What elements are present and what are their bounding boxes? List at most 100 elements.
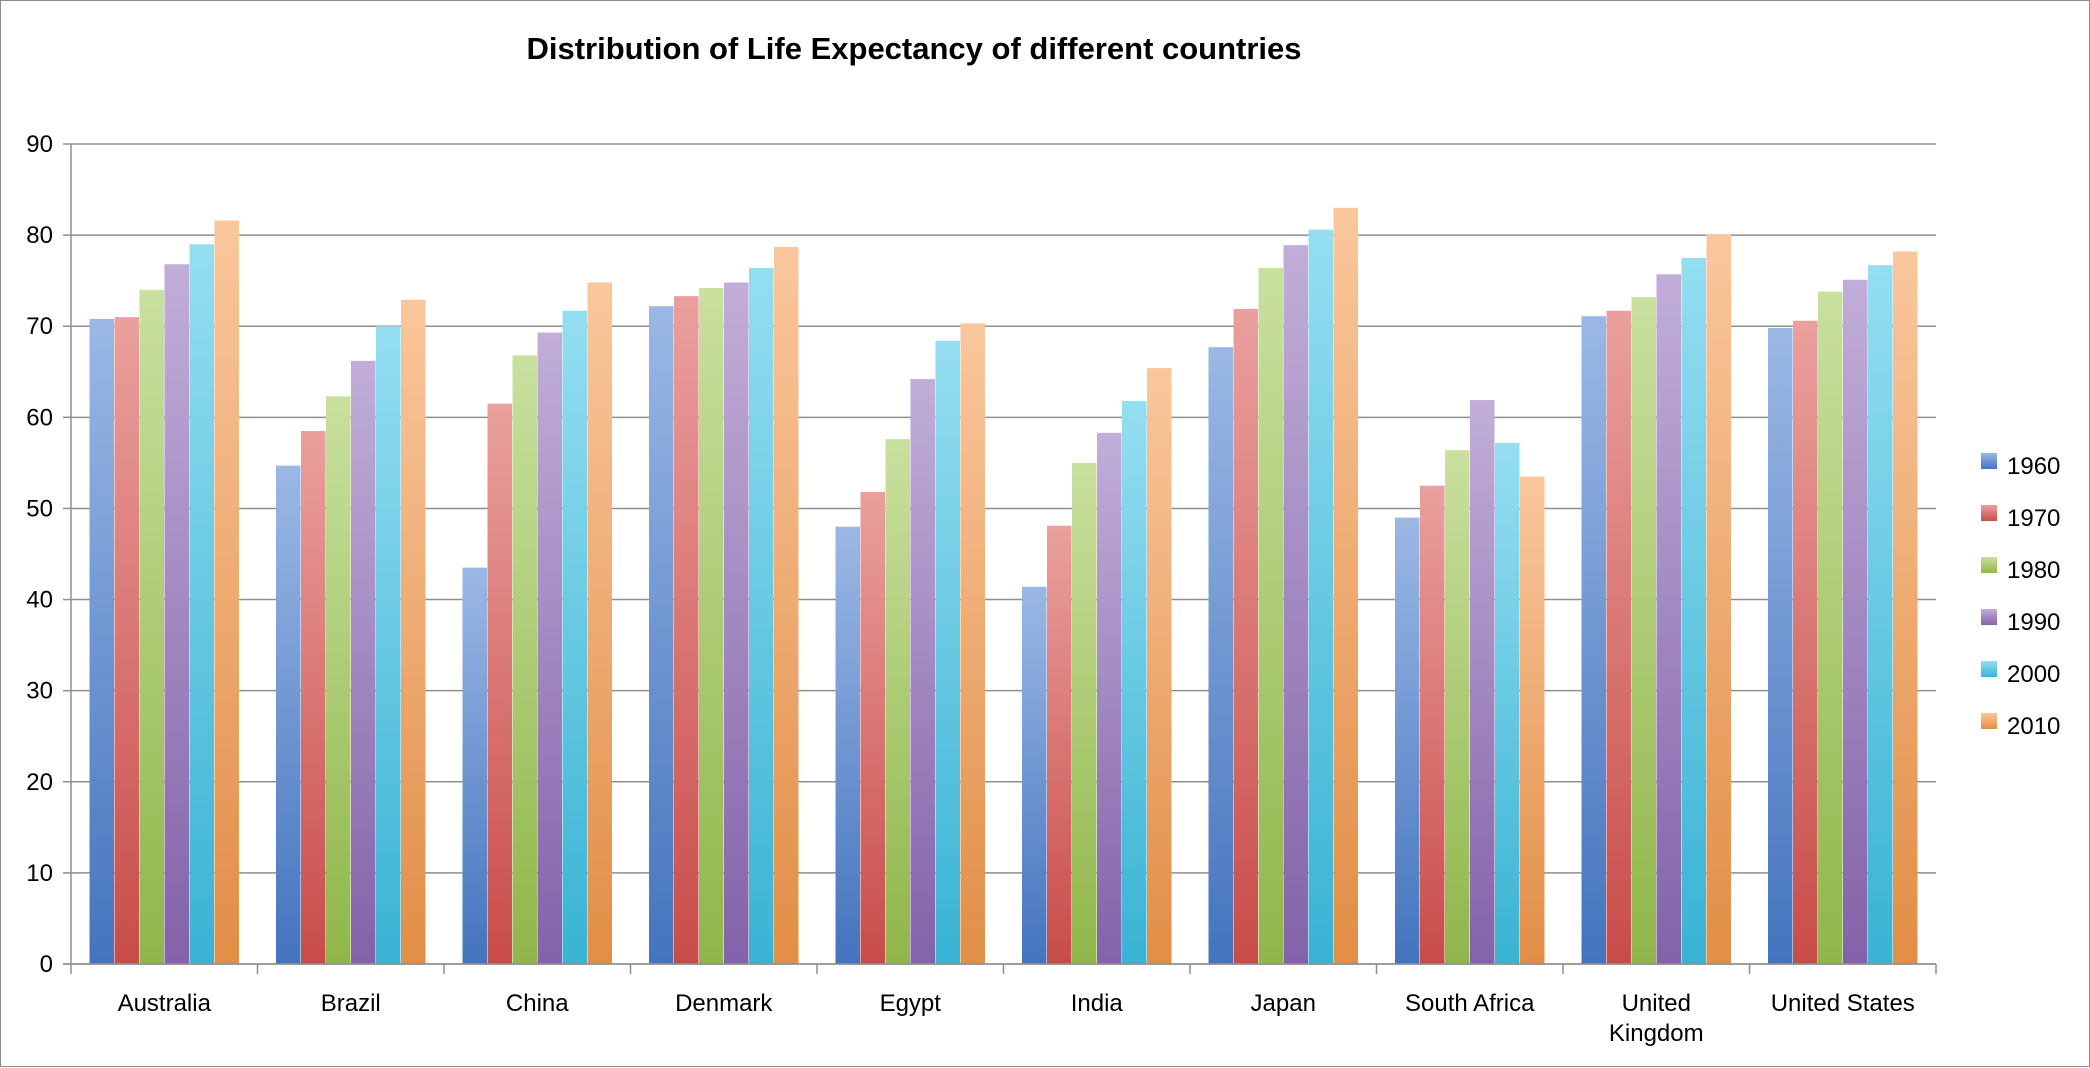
x-tick-label-china: China [506, 990, 569, 1017]
x-tick-label-india: India [1071, 990, 1124, 1017]
bar-brazil-1990 [351, 360, 376, 964]
chart-title: Distribution of Life Expectancy of diffe… [526, 31, 1301, 66]
bar-brazil-1970 [301, 431, 326, 964]
legend-label-2000: 2000 [2007, 661, 2060, 688]
legend-swatch-1970 [1981, 505, 1997, 521]
y-tick-label: 40 [26, 587, 53, 614]
bar-japan-1960 [1208, 347, 1233, 965]
bar-denmark-1990 [724, 282, 749, 964]
bar-south-africa-2000 [1495, 442, 1520, 964]
legend-swatch-1980 [1981, 557, 1997, 573]
bar-united-kingdom-2000 [1681, 257, 1706, 964]
y-tick-label: 20 [26, 769, 53, 796]
bar-united-states-2000 [1868, 265, 1893, 965]
bar-australia-1960 [89, 318, 114, 964]
bar-brazil-2000 [376, 326, 401, 964]
bar-united-states-1990 [1843, 279, 1868, 964]
bar-japan-2000 [1308, 229, 1333, 965]
y-tick-label: 30 [26, 678, 53, 705]
bar-japan-1980 [1258, 267, 1283, 964]
x-tick-label-egypt: Egypt [880, 990, 942, 1017]
bar-south-africa-1960 [1395, 517, 1420, 964]
bar-south-africa-1990 [1470, 400, 1495, 964]
y-tick-label: 0 [40, 951, 53, 978]
x-tick-label-brazil: Brazil [321, 990, 381, 1017]
bar-india-2010 [1147, 368, 1172, 965]
bar-united-kingdom-1990 [1656, 274, 1681, 964]
bar-egypt-2000 [935, 340, 960, 964]
bar-india-1970 [1047, 525, 1072, 964]
x-tick-label-australia: Australia [118, 990, 212, 1017]
bar-egypt-1970 [860, 492, 885, 964]
legend-swatch-2010 [1981, 713, 1997, 729]
x-tick-label-japan: Japan [1251, 990, 1316, 1017]
x-tick-label-south-africa: South Africa [1405, 990, 1535, 1017]
legend-label-2010: 2010 [2007, 713, 2060, 740]
bar-denmark-1980 [699, 287, 724, 964]
bar-south-africa-1980 [1445, 450, 1470, 965]
legend-label-1970: 1970 [2007, 505, 2060, 532]
y-tick-label: 80 [26, 222, 53, 249]
gridlines [71, 143, 1936, 965]
bar-egypt-1960 [835, 526, 860, 964]
bar-brazil-1980 [326, 396, 351, 964]
bar-brazil-2010 [401, 299, 426, 964]
bar-china-1970 [487, 403, 512, 965]
legend-swatch-1990 [1981, 609, 1997, 625]
spacer [63, 964, 71, 974]
bar-india-1990 [1097, 432, 1122, 964]
bar-japan-1970 [1233, 308, 1258, 964]
bar-india-1960 [1022, 586, 1047, 964]
bar-united-states-1970 [1793, 320, 1818, 964]
legend-swatch-2000 [1981, 661, 1997, 677]
bar-japan-2010 [1333, 207, 1358, 964]
bar-south-africa-2010 [1520, 476, 1545, 964]
bar-brazil-1960 [276, 465, 301, 964]
bar-egypt-1990 [910, 379, 935, 965]
bar-united-kingdom-1980 [1631, 297, 1656, 965]
legend-label-1960: 1960 [2007, 453, 2060, 480]
bar-australia-1980 [139, 289, 164, 964]
bar-australia-2000 [189, 244, 214, 964]
bar-australia-2010 [214, 220, 239, 965]
bar-australia-1970 [114, 317, 139, 965]
legend: 1960 1970 1980 1990 2000 2010 [1981, 453, 2060, 740]
axes: 0 10 20 30 40 50 60 70 80 90 Australia Brazil China D… [26, 131, 1937, 1047]
bar-china-1980 [512, 355, 537, 964]
x-tick-label-united-states: United States [1771, 990, 1915, 1017]
x-tick-label-united-kingdom: United Kingdom [1609, 990, 1704, 1047]
bar-china-1990 [537, 332, 562, 965]
bar-india-1980 [1072, 462, 1097, 964]
bar-south-africa-1970 [1420, 485, 1445, 964]
y-tick-label: 10 [26, 860, 53, 887]
bar-china-2010 [587, 282, 612, 964]
bar-united-states-2010 [1893, 251, 1918, 964]
bar-denmark-1970 [674, 296, 699, 965]
legend-swatch-1960 [1981, 453, 1997, 469]
legend-label-1990: 1990 [2007, 609, 2060, 636]
bar-india-2000 [1122, 400, 1147, 964]
bar-denmark-2010 [774, 246, 799, 964]
bar-egypt-2010 [960, 323, 985, 964]
bar-china-2000 [562, 310, 587, 964]
bar-denmark-2000 [749, 267, 774, 964]
legend-label-1980: 1980 [2007, 557, 2060, 584]
bar-australia-1990 [164, 264, 189, 964]
bars [89, 207, 1918, 965]
bar-united-kingdom-1960 [1581, 316, 1606, 964]
bar-united-kingdom-2010 [1706, 234, 1731, 964]
y-tick-label: 70 [26, 313, 53, 340]
bar-egypt-1980 [885, 439, 910, 964]
bar-japan-1990 [1283, 245, 1308, 965]
bar-united-states-1960 [1768, 328, 1793, 964]
y-tick-label: 60 [26, 404, 53, 431]
bar-china-1960 [462, 567, 487, 964]
y-tick-label: 90 [26, 131, 53, 158]
x-tick-label-denmark: Denmark [675, 990, 773, 1017]
y-tick-label: 50 [26, 495, 53, 522]
bar-united-states-1980 [1818, 291, 1843, 965]
bar-united-kingdom-1970 [1606, 310, 1631, 964]
bar-denmark-1960 [649, 306, 674, 965]
